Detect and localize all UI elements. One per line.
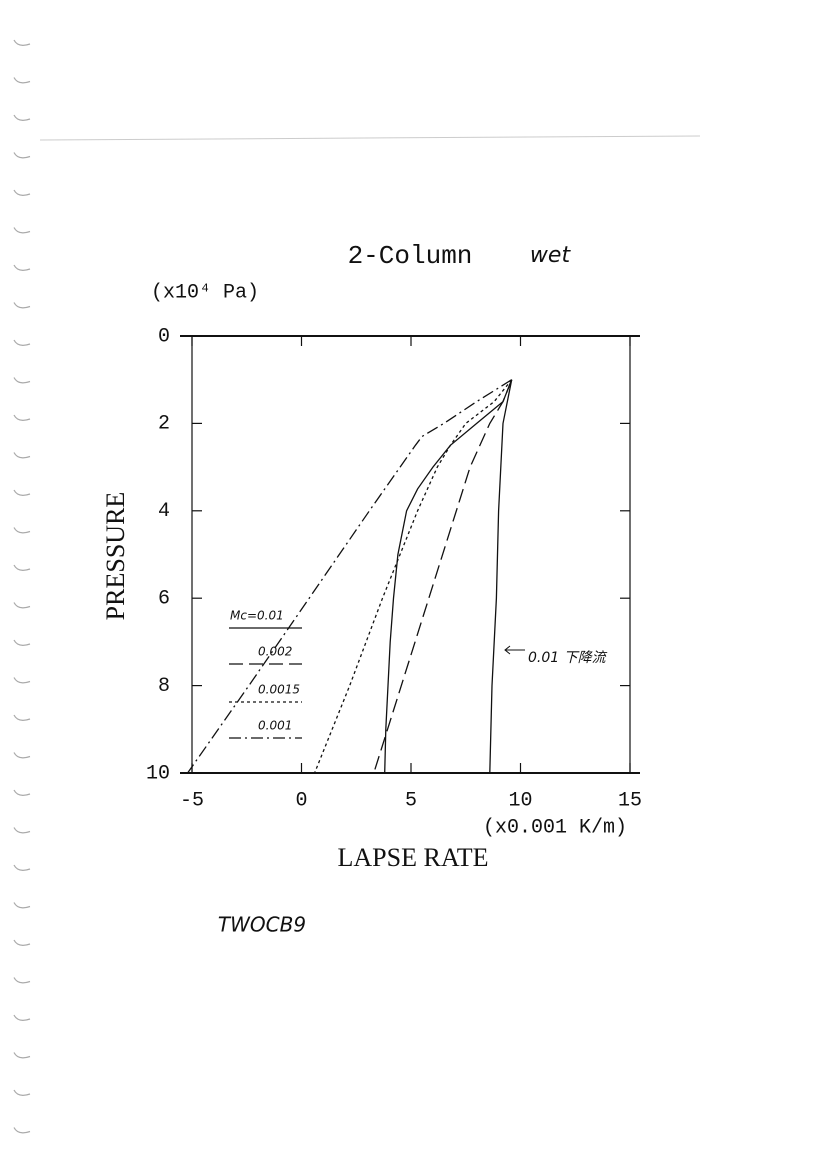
binder-hole [13,639,31,646]
binder-hole [13,152,31,159]
binder-hole [13,864,31,871]
binder-hole [13,339,31,346]
title-note: wet [530,243,572,268]
binder-hole [13,39,31,46]
y-tick-label: 6 [158,587,170,610]
annotation-arrow [504,645,525,655]
series-line [373,379,513,774]
binder-holes [13,39,31,1134]
binder-hole [13,527,31,534]
y-axis-label: PRESSURE [101,492,130,621]
binder-hole [13,564,31,571]
binder-hole [13,114,31,121]
y-tick-label: 2 [158,413,170,436]
binder-hole [13,189,31,196]
binder-hole [13,377,31,384]
binder-hole [13,789,31,796]
y-tick-label: 8 [158,675,170,698]
x-tick-label: 0 [295,789,307,812]
binder-hole [13,602,31,609]
y-tick-label: 4 [158,500,170,523]
scan-edge [39,135,701,141]
binder-hole [13,489,31,496]
binder-hole [13,452,31,459]
binder-hole [13,227,31,234]
footnote: TWOCB9 [218,913,306,937]
legend-label: Mc=0.01 [230,609,284,623]
binder-hole [13,302,31,309]
x-tick-label: 5 [405,789,417,812]
series-line [313,379,513,774]
legend-label: 0.002 [258,645,292,659]
y-unit: (x10⁴ Pa) [151,281,259,304]
binder-hole [13,714,31,721]
series-line [384,379,513,774]
x-tick-label: 10 [508,789,532,812]
series-line [489,379,513,774]
binder-hole [13,1089,31,1096]
legend-label: 0.0015 [258,683,300,697]
annotation: 0.01 下降流 [528,650,608,666]
binder-hole [13,677,31,684]
series-line [187,379,513,774]
x-axis-label: LAPSE RATE [338,843,489,872]
binder-hole [13,1052,31,1059]
x-tick-label: -5 [180,789,204,812]
binder-hole [13,752,31,759]
y-tick-label: 0 [158,325,170,348]
legend-label: 0.001 [258,719,292,733]
binder-hole [13,414,31,421]
binder-hole [13,1127,31,1134]
x-unit: (x0.001 K/m) [483,816,627,839]
binder-hole [13,1014,31,1021]
binder-hole [13,939,31,946]
binder-hole [13,827,31,834]
binder-hole [13,902,31,909]
binder-hole [13,264,31,271]
x-tick-label: 15 [618,789,642,812]
binder-hole [13,977,31,984]
binder-hole [13,77,31,84]
chart-title: 2-Column [348,241,473,271]
plot-frame [191,335,631,774]
y-tick-label: 10 [146,762,170,785]
